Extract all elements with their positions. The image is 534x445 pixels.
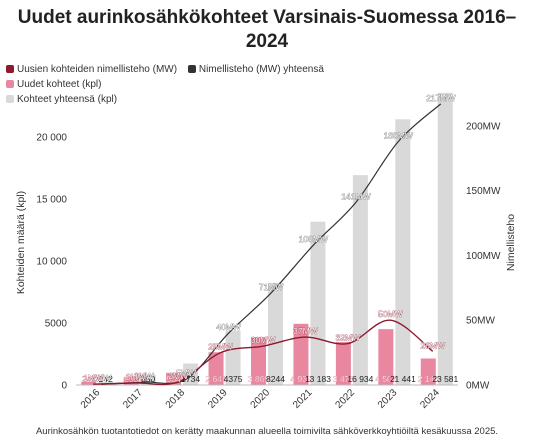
legend-swatch-new-power: [6, 65, 14, 73]
bar-new-count: [420, 358, 436, 385]
label-total-count: 242: [99, 374, 113, 384]
label-total-power: 71MW: [259, 282, 284, 292]
label-new-power: 2MW: [126, 372, 146, 382]
label-new-power: 50MW: [378, 309, 403, 319]
label-new-power: 1MW: [83, 373, 103, 383]
y2-tick-label: 200MW: [466, 121, 501, 132]
y-tick-label: 15 000: [36, 195, 67, 206]
x-tick-label: 2016: [79, 387, 103, 411]
label-total-power: 1MW: [91, 373, 111, 383]
label-total-power: 108MW: [299, 234, 328, 244]
line-total-power: [101, 103, 442, 385]
label-new-count: 2 140: [418, 374, 440, 384]
y2-tick-label: 0MW: [466, 381, 490, 392]
label-new-count: 3 869: [248, 374, 270, 384]
label-new-count: 4 939: [290, 374, 312, 384]
y-tick-label: 0: [61, 381, 67, 392]
y-tick-label: 20 000: [36, 133, 67, 144]
chart-title-line2: 2024: [245, 31, 289, 52]
bar-total-count: [395, 119, 411, 385]
x-tick-label: 2019: [206, 387, 230, 411]
legend-item-total-power[interactable]: Nimellisteho (MW) yhteensä: [187, 62, 324, 77]
y-tick-label: 5000: [45, 319, 68, 330]
label-new-power: 37MW: [293, 326, 318, 336]
x-tick-label: 2018: [164, 387, 188, 411]
legend-item-new-count[interactable]: Uudet kohteet (kpl): [6, 77, 102, 92]
legend-swatch-new-count: [6, 80, 14, 88]
bar-total-count: [352, 175, 368, 385]
label-total-count: 13 183: [305, 374, 331, 384]
y2-tick-label: 150MW: [466, 186, 501, 197]
bar-total-count: [268, 282, 283, 385]
bar-new-count: [81, 382, 97, 385]
chart-title: Uudet aurinkosähkökohteet Varsinais-Suom…: [0, 6, 534, 54]
y2-axis-title: Nimellisteho: [505, 214, 517, 271]
label-new-power: 30MW: [251, 335, 276, 345]
bar-new-count: [378, 329, 394, 385]
label-total-power: 217MW: [426, 93, 455, 103]
bar-total-count: [310, 221, 326, 385]
legend-label-new-power: Uusien kohteiden nimellisteho (MW): [17, 64, 178, 75]
label-total-count: 850: [141, 374, 155, 384]
x-tick-label: 2024: [418, 387, 442, 411]
x-tick-label: 2017: [121, 387, 145, 411]
label-total-power: 2MW: [134, 371, 154, 381]
label-new-count: 242: [82, 374, 96, 384]
bar-total-count: [140, 374, 156, 385]
bar-new-count: [123, 377, 139, 385]
label-total-count: 4375: [224, 374, 243, 384]
legend-swatch-total-power: [187, 65, 196, 73]
label-new-power: 25MW: [208, 342, 233, 352]
y-axis-title: Kohteiden määrä (kpl): [15, 191, 27, 294]
legend-label-new-count: Uudet kohteet (kpl): [17, 79, 102, 90]
legend: Uusien kohteiden nimellisteho (MW) Nimel…: [6, 62, 426, 107]
y2-tick-label: 50MW: [466, 316, 495, 327]
legend-item-new-power[interactable]: Uusien kohteiden nimellisteho (MW): [6, 62, 177, 77]
label-total-count: 23 581: [432, 374, 458, 384]
x-tick-label: 2023: [376, 387, 400, 411]
label-new-count: 3 476: [333, 374, 355, 384]
legend-swatch-total-count: [6, 95, 14, 103]
legend-item-total-count[interactable]: Kohteet yhteensä (kpl): [6, 92, 117, 107]
x-tick-label: 2022: [333, 387, 357, 411]
bar-new-count: [335, 341, 351, 385]
bar-new-count: [208, 352, 224, 385]
x-tick-label: 2021: [291, 387, 315, 411]
label-total-count: 1734: [181, 374, 200, 384]
label-new-count: 4 507: [375, 374, 397, 384]
label-new-power: 2MW: [168, 371, 188, 381]
label-new-count: 608: [124, 374, 138, 384]
y-tick-label: 10 000: [36, 257, 67, 268]
bar-new-count: [251, 337, 266, 385]
bar-total-count: [225, 330, 241, 385]
x-tick-label: 2020: [249, 387, 273, 411]
label-total-count: 21 441: [390, 374, 416, 384]
label-new-count: 2 641: [205, 374, 227, 384]
label-total-power: 40MW: [216, 322, 241, 332]
label-new-power: 32MW: [336, 333, 361, 343]
y2-tick-label: 100MW: [466, 251, 501, 262]
label-total-power: 5MW: [176, 368, 196, 378]
chart-caption: Aurinkosähkön tuotantotiedot on kerätty …: [35, 426, 499, 437]
legend-label-total-power: Nimellisteho (MW) yhteensä: [198, 64, 324, 75]
label-total-power: 188MW: [384, 130, 413, 140]
legend-label-total-count: Kohteet yhteensä (kpl): [17, 94, 118, 105]
label-total-power: 141MW: [341, 191, 370, 201]
line-new-power: [93, 319, 434, 386]
bar-total-count: [437, 92, 453, 385]
chart-title-line1: Uudet aurinkosähkökohteet Varsinais-Suom…: [17, 7, 517, 28]
label-total-count: 8244: [266, 374, 285, 384]
bar-new-count: [293, 323, 309, 385]
label-new-power: 26MW: [420, 340, 445, 350]
label-total-count: 16 934: [347, 374, 373, 384]
label-new-count: 984: [167, 374, 181, 384]
